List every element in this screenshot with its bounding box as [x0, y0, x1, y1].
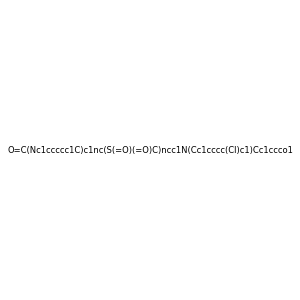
Text: O=C(Nc1ccccc1C)c1nc(S(=O)(=O)C)ncc1N(Cc1cccc(Cl)c1)Cc1ccco1: O=C(Nc1ccccc1C)c1nc(S(=O)(=O)C)ncc1N(Cc1…: [7, 146, 293, 154]
